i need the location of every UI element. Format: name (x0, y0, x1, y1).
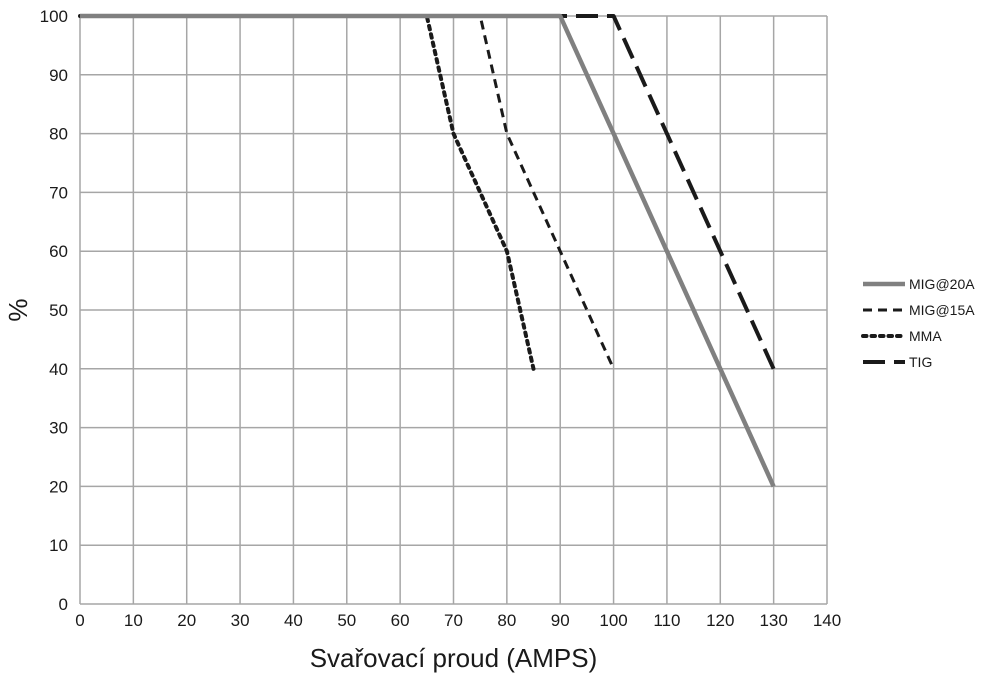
y-tick-label: 20 (49, 477, 68, 496)
y-tick-label: 80 (49, 125, 68, 144)
x-axis-title: Svařovací proud (AMPS) (310, 643, 598, 673)
x-tick-label: 130 (759, 611, 787, 630)
legend-label: MIG@15A (909, 302, 975, 318)
legend: MIG@20A MIG@15A MMA TIG (861, 276, 975, 370)
x-tick-label: 30 (231, 611, 250, 630)
x-tick-label: 50 (337, 611, 356, 630)
x-tick-label: 90 (551, 611, 570, 630)
x-tick-label: 0 (75, 611, 84, 630)
x-tick-label: 140 (813, 611, 841, 630)
y-tick-label: 30 (49, 419, 68, 438)
y-tick-label: 10 (49, 536, 68, 555)
x-tick-label: 110 (653, 611, 680, 630)
y-tick-label: 50 (49, 301, 68, 320)
series-layer (78, 13, 776, 488)
x-tick-label: 120 (706, 611, 734, 630)
x-tick-label: 10 (124, 611, 143, 630)
tick-labels: 0 10 20 30 40 50 60 70 80 90 100 110 120 130 140 0 10 20 3… (40, 7, 842, 630)
y-tick-label: 70 (49, 183, 68, 202)
x-tick-label: 20 (177, 611, 196, 630)
x-tick-label: 80 (497, 611, 516, 630)
legend-label: TIG (909, 354, 932, 370)
x-tick-label: 60 (391, 611, 410, 630)
x-tick-label: 70 (444, 611, 463, 630)
series-line-mig-20a (80, 13, 776, 488)
y-tick-label: 60 (49, 242, 68, 261)
series-line-mig-15a (80, 14, 615, 370)
y-tick-label: 0 (59, 595, 68, 614)
y-axis-title: % (3, 298, 33, 321)
legend-label: MIG@20A (909, 276, 975, 292)
y-tick-label: 100 (40, 7, 68, 26)
y-tick-label: 90 (49, 66, 68, 85)
x-tick-label: 40 (284, 611, 303, 630)
x-tick-label: 100 (599, 611, 627, 630)
y-tick-label: 40 (49, 360, 68, 379)
grid (79, 15, 828, 605)
legend-label: MMA (909, 328, 942, 344)
